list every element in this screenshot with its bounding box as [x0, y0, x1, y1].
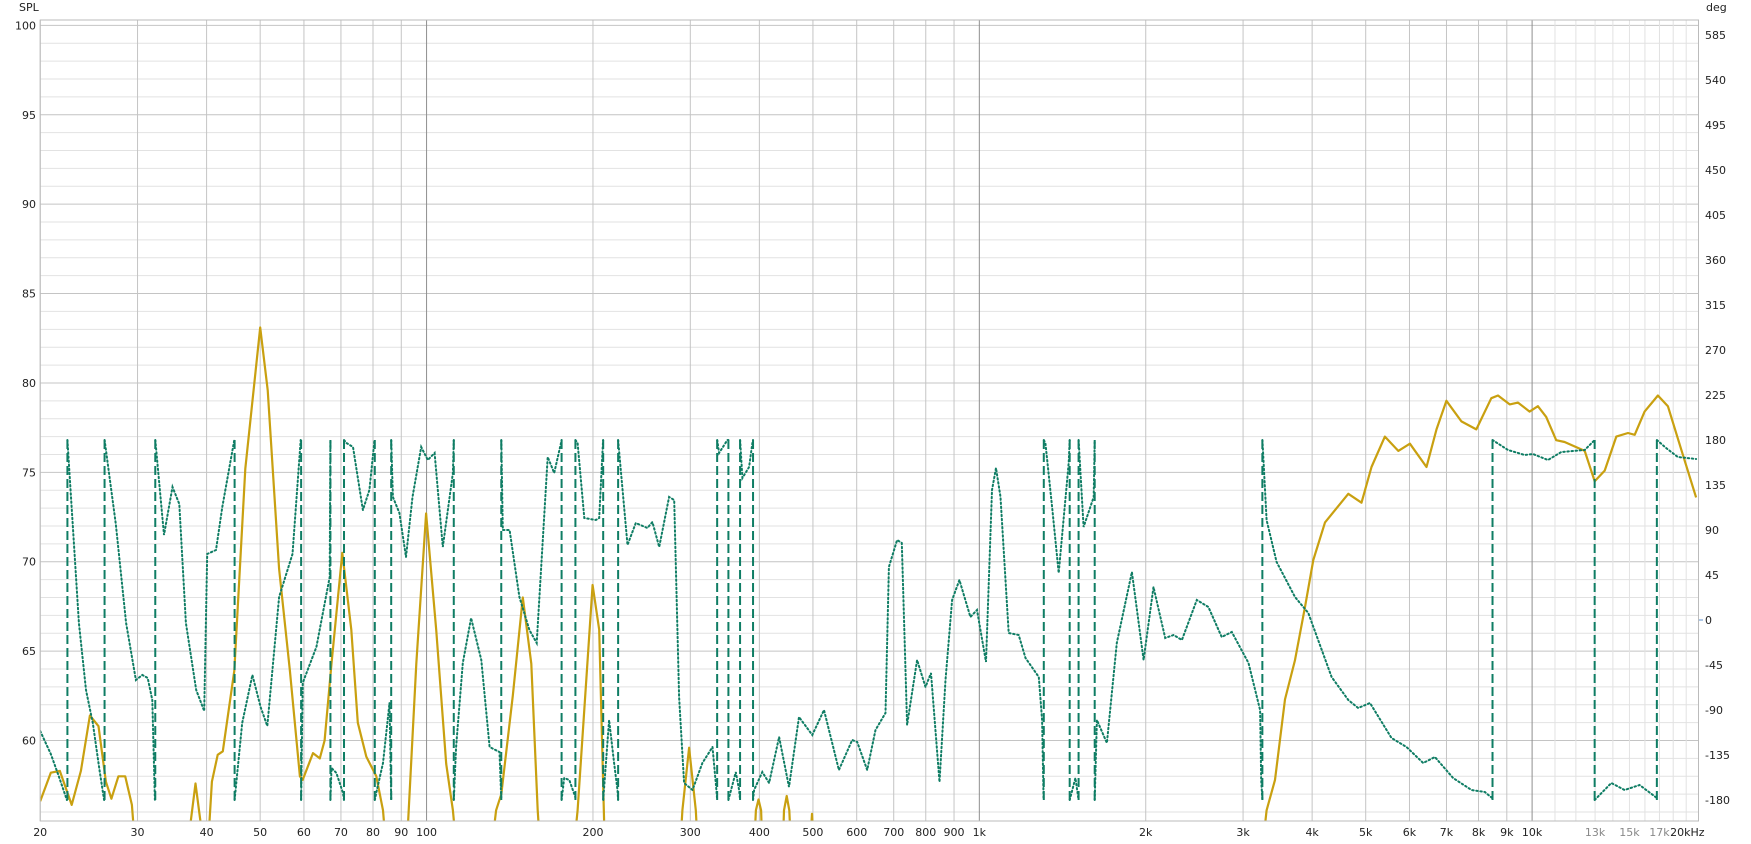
phase-segment: [390, 439, 455, 558]
x-tick-label: 4k: [1305, 826, 1319, 839]
x-tick-label: 200: [582, 826, 603, 839]
right-tick-label: 45: [1705, 569, 1719, 582]
right-tick-label: -90: [1705, 704, 1723, 717]
x-tick-label: 7k: [1440, 826, 1454, 839]
phase-segment: [727, 771, 742, 801]
phase-segment: [154, 439, 236, 712]
right-tick-label: -45: [1705, 659, 1723, 672]
right-tick-label: 0: [1705, 614, 1712, 627]
left-tick-label: 100: [15, 19, 36, 32]
right-tick-label: 90: [1705, 524, 1719, 537]
right-axis-title: deg: [1706, 1, 1727, 14]
phase-segment: [452, 617, 503, 801]
x-tick-label: 20kHz: [1670, 826, 1705, 839]
phase-segment: [373, 702, 393, 801]
right-tick-label: 450: [1705, 164, 1726, 177]
left-tick-label: 65: [22, 645, 36, 658]
spl-series-line: [40, 326, 1698, 821]
x-tick-label: 10k: [1522, 826, 1543, 839]
phase-segment: [574, 439, 605, 522]
right-tick-label: 405: [1705, 209, 1726, 222]
plot-frame: [39, 19, 1700, 822]
phase-segment: [66, 439, 106, 801]
right-tick-label: 225: [1705, 389, 1726, 402]
x-tick-label: 60: [297, 826, 311, 839]
phase-segment: [1261, 439, 1494, 801]
axis-labels: 20 30 40 50 60 70 80 90 100 200 300 400 500 600 700 800…: [15, 19, 1730, 839]
x-tick-label: 70: [334, 826, 348, 839]
x-tick-label: 17k: [1649, 826, 1670, 839]
phase-segment: [1093, 571, 1264, 801]
x-tick-label: 100: [416, 826, 437, 839]
phase-segment: [602, 719, 620, 801]
phase-segment: [1077, 439, 1096, 528]
phase-segment: [500, 439, 563, 647]
left-tick-label: 70: [22, 556, 36, 569]
x-tick-label: 20: [33, 826, 47, 839]
x-tick-label: 30: [131, 826, 145, 839]
right-tick-label: 180: [1705, 434, 1726, 447]
x-tick-label: 600: [846, 826, 867, 839]
phase-segment: [617, 439, 719, 801]
left-tick-label: 60: [22, 735, 36, 748]
phase-segment: [752, 467, 1045, 801]
grid: [39, 20, 1699, 821]
phase-segment: [343, 439, 376, 511]
left-tick-label: 75: [22, 466, 36, 479]
right-tick-label: -180: [1705, 794, 1730, 807]
phase-segment: [560, 776, 577, 801]
phase-segment: [329, 765, 345, 801]
x-tick-label: 8k: [1472, 826, 1486, 839]
x-tick-label: 5k: [1359, 826, 1373, 839]
x-tick-label: 80: [366, 826, 380, 839]
right-tick-label: 495: [1705, 119, 1726, 132]
x-tick-label: 800: [915, 826, 936, 839]
x-tick-label: 300: [680, 826, 701, 839]
phase-segment: [233, 439, 302, 801]
x-tick-label: 13k: [1585, 826, 1606, 839]
phase-segment: [1491, 439, 1596, 462]
x-tick-label: 400: [749, 826, 770, 839]
phase-segment: [1655, 439, 1698, 460]
x-tick-label: 3k: [1236, 826, 1250, 839]
x-tick-label: 2k: [1139, 826, 1153, 839]
x-tick-label: 15k: [1619, 826, 1640, 839]
right-tick-label: 540: [1705, 74, 1726, 87]
phase-segment: [716, 439, 730, 456]
x-tick-label: 6k: [1403, 826, 1417, 839]
right-tick-label: -135: [1705, 749, 1730, 762]
x-tick-label: 90: [394, 826, 408, 839]
phase-segment: [1593, 781, 1658, 801]
x-tick-label: 1k: [973, 826, 987, 839]
phase-segment: [1042, 439, 1071, 574]
phase-segment: [300, 439, 332, 801]
phase-segment: [1068, 777, 1080, 801]
phase-segment: [103, 439, 156, 801]
x-tick-label: 900: [944, 826, 965, 839]
left-axis-title: SPL: [19, 1, 40, 14]
x-tick-label: 9k: [1500, 826, 1514, 839]
right-tick-label: 360: [1705, 254, 1726, 267]
plot-area: [40, 326, 1698, 821]
left-tick-label: 85: [22, 288, 36, 301]
x-tick-label: 50: [253, 826, 267, 839]
left-tick-label: 80: [22, 377, 36, 390]
left-tick-label: 90: [22, 198, 36, 211]
right-tick-label: 585: [1705, 29, 1726, 42]
right-tick-label: 315: [1705, 299, 1726, 312]
x-tick-label: 700: [883, 826, 904, 839]
phase-segment: [40, 730, 68, 801]
left-tick-label: 95: [22, 109, 36, 122]
x-tick-label: 40: [200, 826, 214, 839]
x-tick-label: 500: [802, 826, 823, 839]
right-tick-label: 135: [1705, 479, 1726, 492]
right-tick-label: 270: [1705, 344, 1726, 357]
